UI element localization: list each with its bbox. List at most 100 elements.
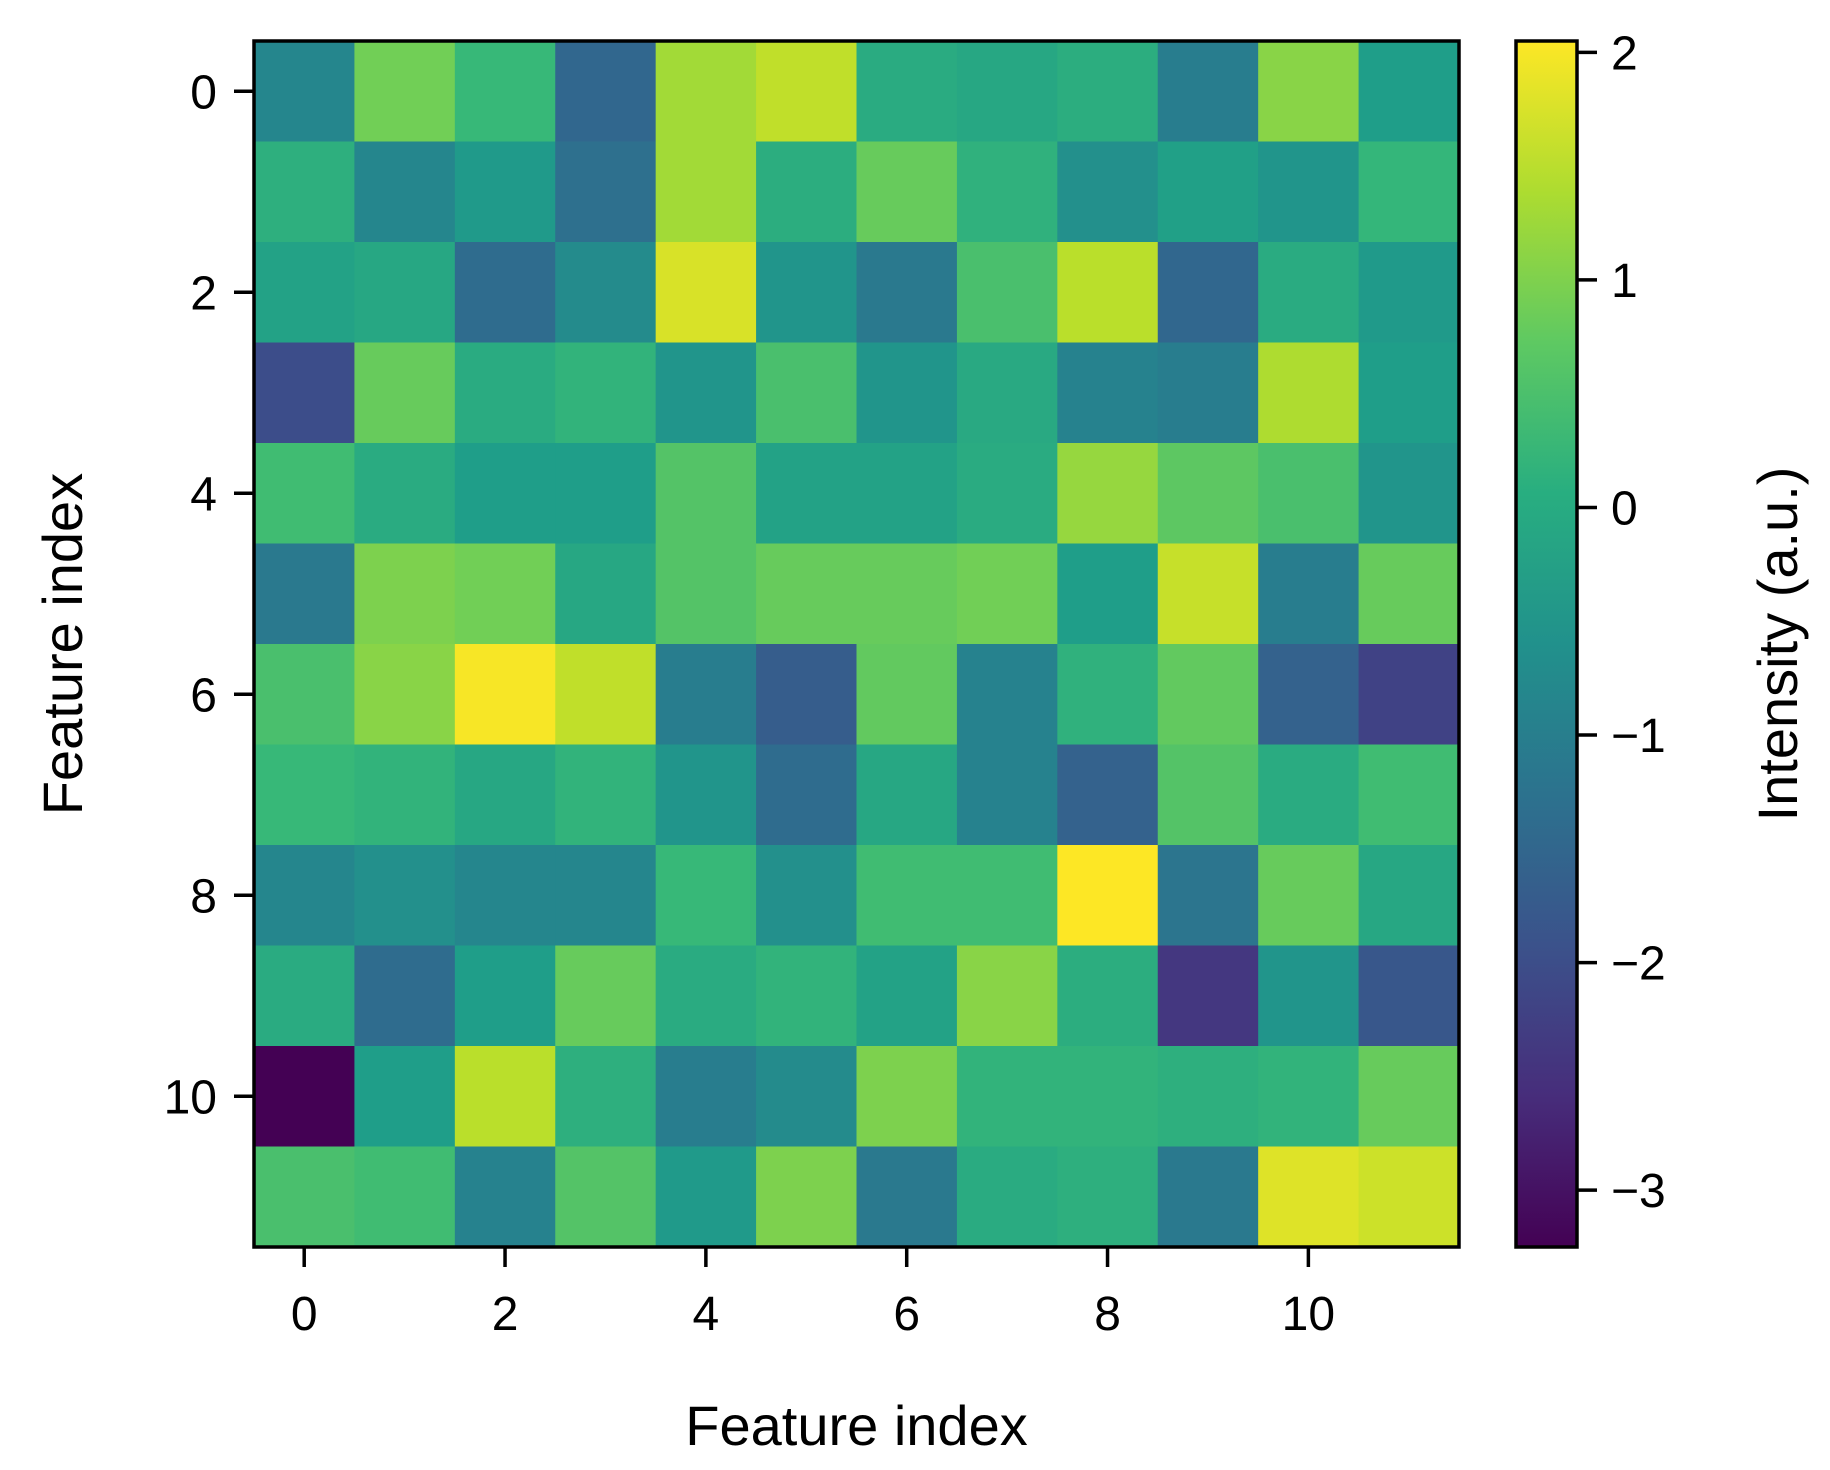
heatmap-cell [756, 1046, 858, 1148]
heatmap-cell [1157, 141, 1259, 243]
heatmap-cell [956, 1046, 1058, 1148]
heatmap-cell [1358, 242, 1460, 344]
heatmap-cell [1358, 845, 1460, 947]
heatmap-cell [1258, 41, 1360, 143]
heatmap-cell [1157, 443, 1259, 545]
heatmap-cells [254, 41, 1460, 1248]
heatmap-cell [655, 41, 757, 143]
heatmap-cell [655, 543, 757, 645]
heatmap-cell [1358, 744, 1460, 846]
heatmap-cell [254, 443, 356, 545]
heatmap-cell [956, 644, 1058, 746]
x-tick-label: 10 [1282, 1288, 1335, 1341]
heatmap-cell [956, 744, 1058, 846]
y-tick-label: 6 [190, 669, 217, 722]
heatmap-cell [856, 644, 958, 746]
heatmap-cell [354, 443, 456, 545]
heatmap-cell [555, 1146, 657, 1248]
heatmap-cell [655, 443, 757, 545]
heatmap-cell [254, 41, 356, 143]
heatmap-cell [1157, 543, 1259, 645]
heatmap-cell [956, 543, 1058, 645]
heatmap-cell [1057, 1046, 1159, 1148]
y-tick-label: 0 [190, 66, 217, 119]
heatmap-cell [1358, 443, 1460, 545]
heatmap-cell [254, 242, 356, 344]
x-tick-label: 6 [893, 1288, 920, 1341]
x-axis-title: Feature index [685, 1394, 1027, 1457]
heatmap-cell [1358, 41, 1460, 143]
heatmap-cell [555, 342, 657, 444]
heatmap-cell [1157, 644, 1259, 746]
heatmap-cell [655, 242, 757, 344]
x-tick-label: 4 [693, 1288, 720, 1341]
heatmap-cell [956, 443, 1058, 545]
heatmap-cell [354, 41, 456, 143]
heatmap-cell [555, 945, 657, 1047]
heatmap-cell [555, 845, 657, 947]
heatmap-cell [254, 543, 356, 645]
heatmap-cell [1258, 744, 1360, 846]
heatmap-cell [1157, 1146, 1259, 1248]
colorbar [1514, 39, 1579, 1249]
x-tick-label: 2 [492, 1288, 519, 1341]
heatmap-cell [856, 945, 958, 1047]
heatmap-cell [454, 41, 556, 143]
heatmap-cell [1157, 845, 1259, 947]
heatmap-cell [756, 242, 858, 344]
heatmap-cell [454, 242, 556, 344]
heatmap-cell [1057, 744, 1159, 846]
heatmap-cell [756, 342, 858, 444]
y-axis: 0 2 4 6 8 10 [164, 66, 254, 1124]
heatmap-cell [756, 1146, 858, 1248]
heatmap-cell [1057, 543, 1159, 645]
heatmap-cell [1157, 242, 1259, 344]
heatmap-cell [756, 644, 858, 746]
heatmap-cell [655, 845, 757, 947]
heatmap-cell [354, 242, 456, 344]
heatmap-cell [1258, 141, 1360, 243]
heatmap-cell [454, 1146, 556, 1248]
heatmap-cell [956, 945, 1058, 1047]
heatmap-cell [555, 543, 657, 645]
y-tick-label: 4 [190, 468, 217, 521]
colorbar-tick-label: 2 [1611, 27, 1638, 80]
heatmap-cell [1258, 443, 1360, 545]
heatmap-cell [655, 644, 757, 746]
heatmap-cell [655, 141, 757, 243]
heatmap-cell [856, 443, 958, 545]
heatmap-cell [555, 1046, 657, 1148]
heatmap-cell [655, 744, 757, 846]
colorbar-axis: 2 1 0 −1 −2 −3 [1577, 27, 1666, 1218]
heatmap-cell [856, 744, 958, 846]
heatmap-cell [1358, 644, 1460, 746]
heatmap-cell [555, 443, 657, 545]
heatmap-cell [655, 945, 757, 1047]
heatmap-cell [1057, 443, 1159, 545]
heatmap-cell [254, 644, 356, 746]
colorbar-tick-label: −1 [1611, 710, 1666, 763]
heatmap-cell [354, 744, 456, 846]
heatmap-cell [1358, 1046, 1460, 1148]
heatmap-cell [756, 443, 858, 545]
heatmap-cell [254, 1146, 356, 1248]
heatmap-cell [1258, 242, 1360, 344]
heatmap-cell [354, 342, 456, 444]
heatmap-cell [254, 845, 356, 947]
heatmap-cell [655, 1046, 757, 1148]
heatmap-cell [1258, 845, 1360, 947]
y-tick-label: 10 [164, 1071, 217, 1124]
heatmap-cell [354, 1046, 456, 1148]
colorbar-tick-label: −3 [1611, 1165, 1666, 1218]
y-axis-title: Feature index [31, 473, 94, 815]
heatmap-cell [1057, 644, 1159, 746]
heatmap-cell [1057, 242, 1159, 344]
colorbar-tick-label: 0 [1611, 482, 1638, 535]
heatmap-cell [856, 342, 958, 444]
heatmap-cell [1057, 1146, 1159, 1248]
heatmap-cell [856, 1046, 958, 1148]
heatmap-cell [1258, 945, 1360, 1047]
heatmap-cell [1157, 945, 1259, 1047]
heatmap-cell [756, 141, 858, 243]
